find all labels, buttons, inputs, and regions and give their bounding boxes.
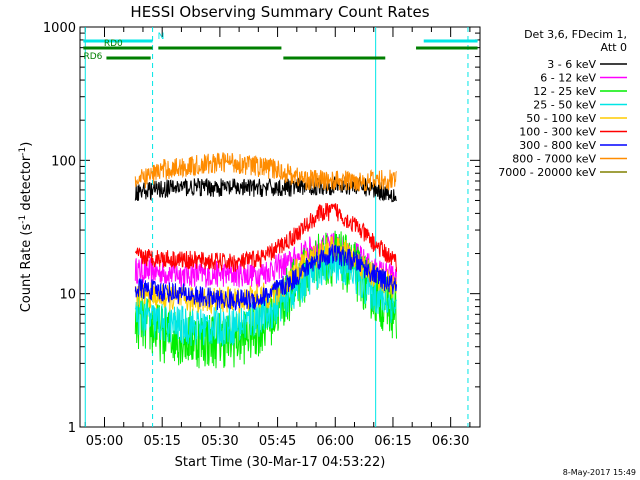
x-tick-label: 06:30 xyxy=(432,434,469,449)
y-tick-label: 1000 xyxy=(43,21,76,36)
legend-label: 3 - 6 keV xyxy=(547,58,596,71)
x-tick-label: 06:00 xyxy=(317,434,354,449)
y-axis-label-base: Count Rate (s xyxy=(19,224,34,313)
legend-label: 800 - 7000 keV xyxy=(512,153,596,166)
legend-label: 6 - 12 keV xyxy=(540,72,596,85)
series-line xyxy=(134,244,397,312)
y-tick-label: 1 xyxy=(68,421,76,436)
y-tick-label: 10 xyxy=(59,288,76,303)
series-line xyxy=(134,202,397,272)
time-markers xyxy=(84,27,469,427)
legend-label: 7000 - 20000 keV xyxy=(498,166,596,179)
chart-title: HESSI Observing Summary Count Rates xyxy=(130,3,429,21)
plot-frame xyxy=(79,26,481,428)
axis-ticks: 1 10 100 1000 05:00 05:15 05:30 05:45 06:00 06:15… xyxy=(43,21,480,449)
legend-header: Att 0 xyxy=(601,41,627,54)
legend-header: Det 3,6, FDecim 1, xyxy=(524,28,627,41)
x-tick-label: 05:45 xyxy=(259,434,296,449)
legend-label: 12 - 25 keV xyxy=(533,85,596,98)
x-axis-label: Start Time (30-Mar-17 04:53:22) xyxy=(175,455,386,470)
y-axis-label-sup2: -1 xyxy=(18,147,28,156)
legend-label: 100 - 300 keV xyxy=(519,126,596,139)
y-axis-label-mid: detector xyxy=(19,155,34,215)
x-tick-label: 06:15 xyxy=(374,434,411,449)
y-tick-label: 100 xyxy=(51,154,76,169)
x-tick-label: 05:15 xyxy=(143,434,180,449)
series-lines xyxy=(134,152,397,369)
legend-label: 300 - 800 keV xyxy=(519,139,596,152)
y-axis-label-sup1: -1 xyxy=(18,215,28,224)
series-line xyxy=(134,152,397,192)
flag-label: RD6 xyxy=(84,52,103,62)
y-axis-label-end: ) xyxy=(19,142,34,147)
x-tick-label: 05:00 xyxy=(86,434,123,449)
series-line xyxy=(134,176,397,203)
flag-label: N xyxy=(158,32,165,42)
legend-label: 25 - 50 keV xyxy=(533,99,596,112)
x-tick-label: 05:30 xyxy=(201,434,238,449)
flag-label: RD0 xyxy=(104,39,123,49)
legend-label: 50 - 100 keV xyxy=(526,112,596,125)
footer-timestamp: 8-May-2017 15:49 xyxy=(563,468,636,477)
y-axis-label: Count Rate (s-1 detector-1) xyxy=(18,142,34,313)
